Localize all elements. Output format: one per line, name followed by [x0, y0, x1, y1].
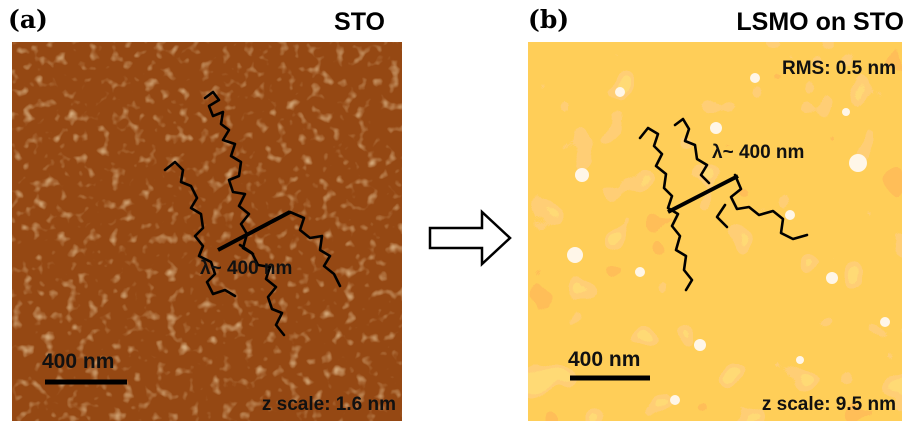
panel-label: (b) — [528, 5, 569, 34]
arrow — [430, 212, 510, 264]
scale-bar-label: 400 nm — [42, 350, 114, 373]
panel-title: LSMO on STO — [736, 8, 904, 36]
z-scale-label: z scale: 9.5 nm — [762, 394, 896, 415]
scale-bar-label: 400 nm — [568, 348, 640, 371]
figure: (a) STO λ~ 400 nm 400 nm z scale: 1.6 nm… — [0, 0, 909, 421]
wavelength-label: λ~ 400 nm — [200, 258, 292, 279]
wavelength-label: λ~ 400 nm — [712, 142, 804, 163]
panel-label: (a) — [8, 5, 48, 34]
rms-label: RMS: 0.5 nm — [782, 58, 896, 79]
panel-b: (b) LSMO on STO λ~ 400 nm RMS: 0.5 nm 40… — [528, 5, 904, 421]
panel-title: STO — [334, 8, 385, 36]
z-scale-label: z scale: 1.6 nm — [262, 394, 396, 415]
panel-a: (a) STO λ~ 400 nm 400 nm z scale: 1.6 nm — [8, 5, 402, 421]
